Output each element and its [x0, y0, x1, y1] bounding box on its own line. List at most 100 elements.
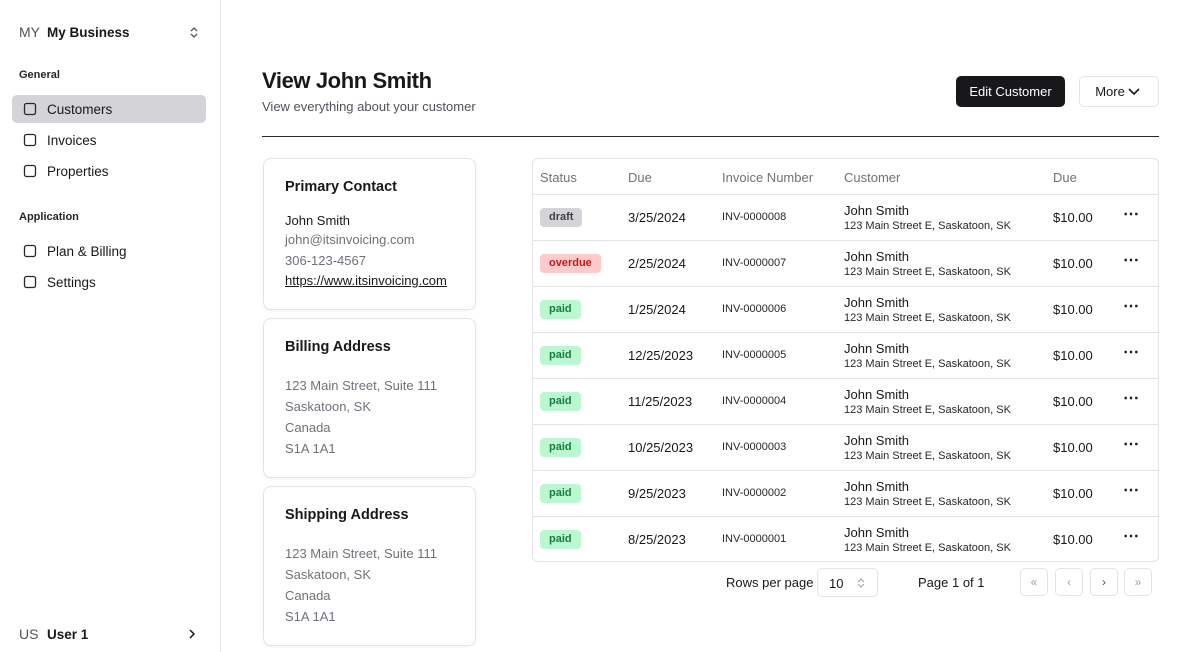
next-page[interactable]: › [1090, 568, 1118, 596]
invoice-table: Status Due Invoice Number Customer Due draft 3… [532, 158, 1159, 562]
table-row[interactable]: paid 9/25/2023 INV-0000002 John Smith 123 Ma… [533, 470, 1158, 516]
nav-item[interactable]: Plan & Billing [12, 237, 206, 265]
more-label: More [1095, 84, 1125, 99]
first-page[interactable]: « [1020, 568, 1048, 596]
org-name[interactable]: My Business [47, 25, 130, 40]
status-badge: draft [540, 208, 583, 227]
page-title: View John Smith [262, 68, 432, 93]
nav-item[interactable]: Settings [12, 268, 206, 296]
table-row[interactable]: paid 1/25/2024 INV-0000006 John Smith 123 Ma… [533, 286, 1158, 332]
status-badge: paid [540, 438, 581, 457]
section-title: General [19, 69, 60, 81]
invoice-number: INV-0000005 [722, 349, 787, 361]
invoice-number: INV-0000006 [722, 303, 787, 315]
address-line: 123 Main Street, Suite 111 [285, 378, 438, 393]
address-line: S1A 1A1 [285, 609, 336, 624]
contact-card: Primary Contact John Smith john@itsinvoi… [263, 158, 476, 310]
rows-value: 10 [829, 576, 844, 591]
status-badge: paid [540, 392, 581, 411]
column-header: Status [540, 170, 577, 185]
table-row[interactable]: paid 10/25/2023 INV-0000003 John Smith 123 M… [533, 424, 1158, 470]
rows-select[interactable]: 10 [817, 568, 878, 597]
table-row[interactable]: paid 12/25/2023 INV-0000005 John Smith 123 M… [533, 332, 1158, 378]
nav-icon [23, 275, 37, 289]
customer-name: John Smith [844, 295, 910, 310]
contact-phone: 306-123-4567 [285, 253, 366, 268]
row-actions[interactable]: ⋯ [1123, 436, 1139, 453]
section-title: Application [19, 211, 79, 223]
customer-name: John Smith [844, 203, 910, 218]
table-row[interactable]: paid 8/25/2023 INV-0000001 John Smith 123 Ma… [533, 516, 1158, 561]
address-line: Canada [285, 588, 331, 603]
more-button[interactable]: More [1079, 76, 1159, 107]
due-date: 1/25/2024 [628, 302, 686, 317]
nav-icon [23, 244, 37, 258]
table-row[interactable]: draft 3/25/2024 INV-0000008 John Smith 123 M… [533, 194, 1158, 240]
customer-name: John Smith [844, 433, 910, 448]
sidebar: MY My Business General Customers Invoices P… [0, 0, 221, 652]
address-line: Saskatoon, SK [285, 399, 371, 414]
status-badge: paid [540, 530, 581, 549]
contact-website[interactable]: https://www.itsinvoicing.com [285, 273, 447, 288]
card-title: Billing Address [285, 339, 391, 355]
page-label: Page 1 of 1 [918, 575, 985, 590]
chevron-right[interactable] [186, 628, 198, 640]
edit-button[interactable]: Edit Customer [956, 76, 1065, 107]
due-date: 3/25/2024 [628, 210, 686, 225]
nav-item[interactable]: Properties [12, 157, 206, 185]
address-line: 123 Main Street, Suite 111 [285, 546, 438, 561]
table-row[interactable]: paid 11/25/2023 INV-0000004 John Smith 123 M… [533, 378, 1158, 424]
row-actions[interactable]: ⋯ [1123, 344, 1139, 361]
customer-name: John Smith [844, 479, 910, 494]
nav-item[interactable]: Invoices [12, 126, 206, 154]
invoice-number: INV-0000001 [722, 533, 787, 545]
due-date: 11/25/2023 [628, 394, 693, 409]
amount: $10.00 [1053, 532, 1093, 547]
divider [262, 136, 1159, 137]
customer-name: John Smith [844, 249, 910, 264]
row-actions[interactable]: ⋯ [1123, 252, 1139, 269]
row-actions[interactable]: ⋯ [1123, 390, 1139, 407]
amount: $10.00 [1053, 440, 1093, 455]
amount: $10.00 [1053, 210, 1093, 225]
rows-label: Rows per page [726, 575, 814, 590]
row-actions[interactable]: ⋯ [1123, 298, 1139, 315]
customer-address: 123 Main Street E, Saskatoon, SK [844, 312, 1011, 324]
invoice-number: INV-0000008 [722, 211, 787, 223]
nav-item[interactable]: Customers [12, 95, 206, 123]
shipping-card: Shipping Address 123 Main Street, Suite 1… [263, 486, 476, 646]
prev-page[interactable]: ‹ [1055, 568, 1083, 596]
amount: $10.00 [1053, 394, 1093, 409]
amount: $10.00 [1053, 348, 1093, 363]
invoice-number: INV-0000004 [722, 395, 787, 407]
customer-name: John Smith [844, 525, 910, 540]
table-row[interactable]: overdue 2/25/2024 INV-0000007 John Smith 123… [533, 240, 1158, 286]
due-date: 9/25/2023 [628, 486, 686, 501]
status-badge: paid [540, 346, 581, 365]
status-badge: paid [540, 300, 581, 319]
invoice-number: INV-0000003 [722, 441, 787, 453]
user-avatar: US [19, 626, 39, 642]
nav-icon [23, 133, 37, 147]
due-date: 12/25/2023 [628, 348, 694, 363]
row-actions[interactable]: ⋯ [1123, 482, 1139, 499]
column-header: Due [1053, 170, 1077, 185]
row-actions[interactable]: ⋯ [1123, 206, 1139, 223]
user-name[interactable]: User 1 [47, 627, 89, 642]
customer-address: 123 Main Street E, Saskatoon, SK [844, 220, 1011, 232]
invoice-number: INV-0000007 [722, 257, 787, 269]
customer-address: 123 Main Street E, Saskatoon, SK [844, 266, 1011, 278]
due-date: 2/25/2024 [628, 256, 686, 271]
page-subtitle: View everything about your customer [262, 99, 476, 114]
row-actions[interactable]: ⋯ [1123, 528, 1139, 545]
last-page[interactable]: » [1124, 568, 1152, 596]
customer-name: John Smith [844, 341, 910, 356]
status-badge: paid [540, 484, 581, 503]
card-title: Shipping Address [285, 507, 409, 523]
column-header: Due [628, 170, 652, 185]
chevron-updown[interactable] [188, 26, 200, 38]
due-date: 8/25/2023 [628, 532, 686, 547]
customer-address: 123 Main Street E, Saskatoon, SK [844, 450, 1011, 462]
